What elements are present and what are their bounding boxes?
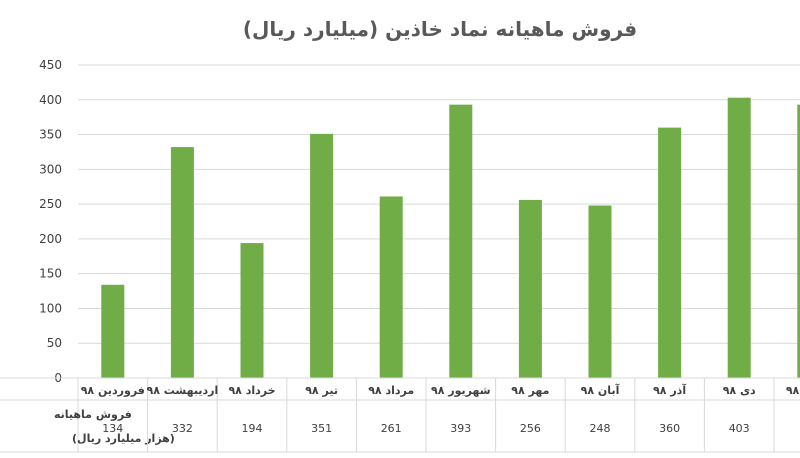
x-category-label: بهمن ۹۸ [786, 384, 800, 397]
table-row-label: (هزار میلیارد ریال) [72, 432, 175, 445]
bar [101, 284, 125, 378]
gridlines [78, 64, 800, 379]
bar [310, 133, 334, 378]
x-category-label: خرداد ۹۸ [228, 384, 275, 397]
y-tick-label: 150 [39, 267, 62, 281]
x-category-label: آذر ۹۸ [653, 383, 686, 397]
bar [379, 196, 403, 378]
data-label: 351 [311, 422, 332, 435]
bar [240, 243, 264, 378]
bar [588, 205, 612, 378]
bar [658, 127, 682, 378]
x-category-label: آبان ۹۸ [581, 383, 620, 397]
bars [101, 97, 800, 379]
bar [170, 147, 194, 378]
bar [797, 104, 800, 378]
data-label: 134 [102, 422, 123, 435]
y-tick-label: 300 [39, 162, 62, 176]
data-label: 403 [729, 422, 750, 435]
y-tick-label: 350 [39, 128, 62, 142]
chart-title: فروش ماهیانه نماد خاذین (میلیارد ریال) [243, 17, 637, 41]
bar [518, 199, 542, 378]
x-category-label: اردیبهشت ۹۸ [147, 384, 219, 397]
x-category-label: مرداد ۹۸ [368, 384, 414, 397]
y-tick-label: 50 [47, 336, 62, 350]
y-tick-label: 450 [39, 58, 62, 72]
data-label: 256 [520, 422, 541, 435]
x-category-label: مهر ۹۸ [511, 384, 549, 397]
bar [449, 104, 473, 378]
data-label: 332 [172, 422, 193, 435]
data-label: 248 [590, 422, 611, 435]
y-tick-label: 100 [39, 301, 62, 315]
x-category-label: شهریور ۹۸ [431, 384, 491, 397]
data-table: فروش ماهیانه (هزار میلیارد ریال) فروردین ۹… [0, 377, 800, 453]
data-label: 194 [242, 422, 263, 435]
y-tick-label: 400 [39, 93, 62, 107]
table-row-label: فروش ماهیانه [54, 408, 132, 421]
x-category-label: دی ۹۸ [723, 384, 756, 397]
x-category-label: فروردین ۹۸ [81, 384, 145, 397]
x-category-label: تیر ۹۸ [305, 384, 338, 397]
y-tick-label: 200 [39, 232, 62, 246]
bar [727, 97, 751, 379]
data-label: 360 [659, 422, 680, 435]
data-label: 261 [381, 422, 402, 435]
y-tick-label: 250 [39, 197, 62, 211]
data-label: 393 [450, 422, 471, 435]
